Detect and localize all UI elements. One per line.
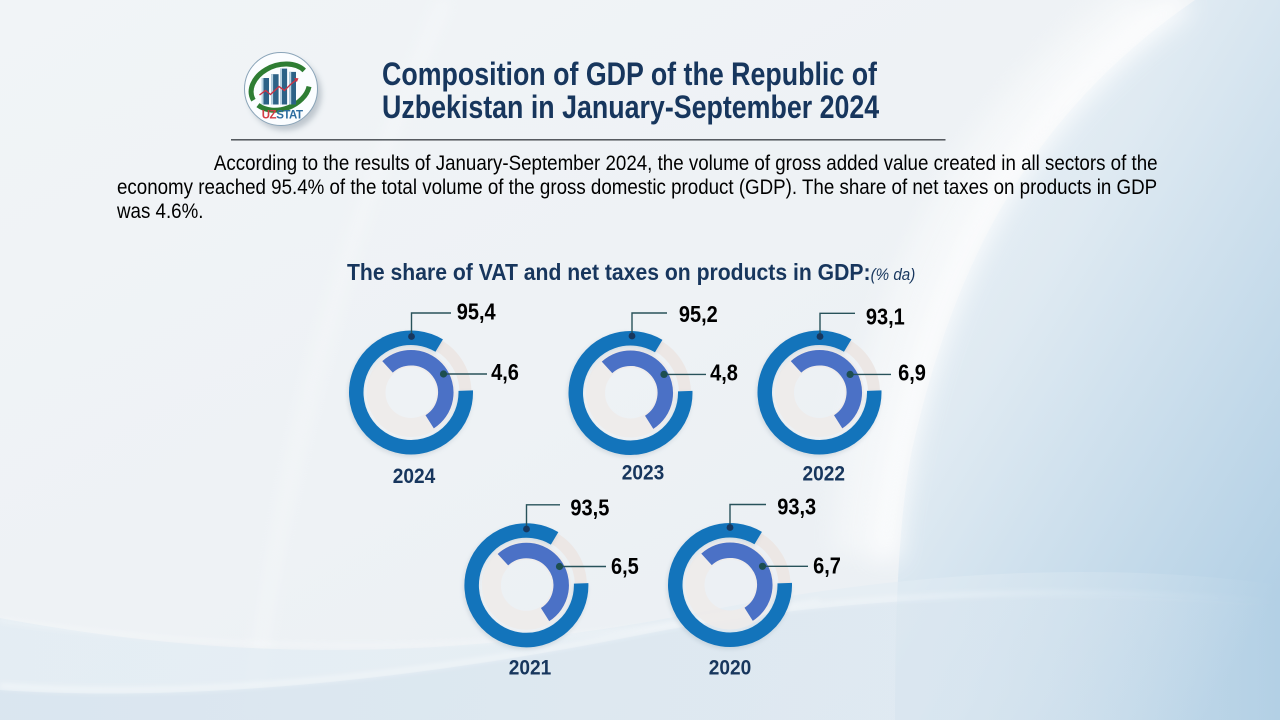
svg-text:UZ: UZ [262,110,277,122]
svg-text:6,9: 6,9 [898,359,926,386]
svg-text:93,5: 93,5 [570,494,609,521]
svg-text:4,8: 4,8 [710,359,738,386]
svg-text:4,6: 4,6 [491,358,519,385]
svg-text:2023: 2023 [622,462,664,485]
svg-text:2020: 2020 [709,657,751,680]
svg-text:2021: 2021 [509,657,551,680]
svg-text:2024: 2024 [393,465,436,488]
svg-text:93,1: 93,1 [866,303,905,330]
svg-text:2022: 2022 [802,463,844,486]
svg-text:6,7: 6,7 [813,552,841,579]
svg-text:95,2: 95,2 [679,301,718,328]
svg-text:STAT: STAT [276,110,303,122]
svg-text:6,5: 6,5 [611,553,639,580]
svg-text:95,4: 95,4 [457,298,496,325]
svg-text:93,3: 93,3 [777,493,816,520]
